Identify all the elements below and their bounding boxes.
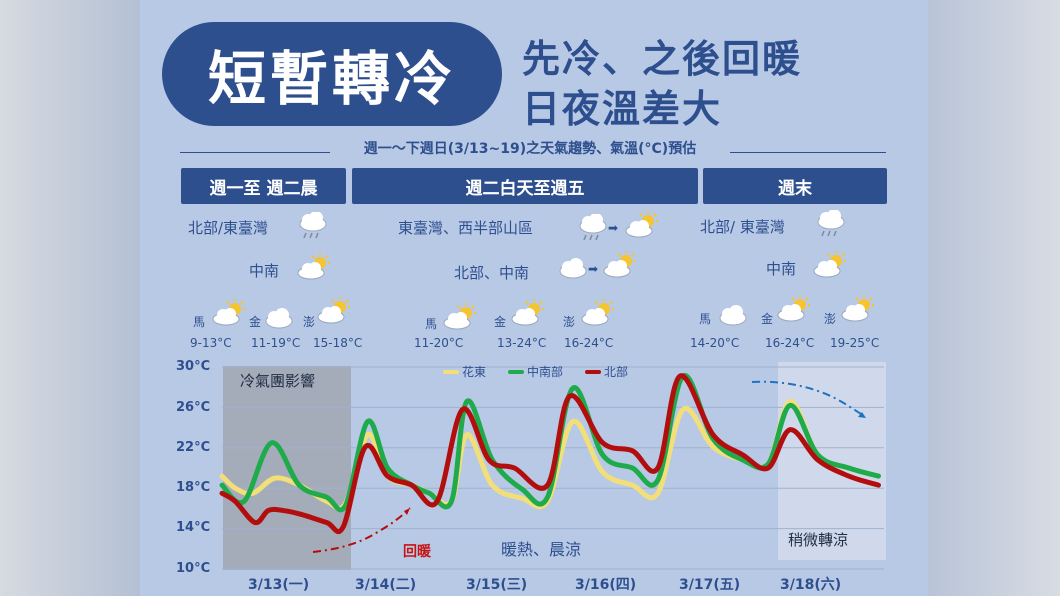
temp-range: 14-20°C [690, 336, 740, 350]
cool-trend-arrowhead [858, 412, 866, 418]
y-tick-label: 18°C [176, 480, 211, 495]
x-tick-label: 3/18(六) [780, 577, 842, 593]
city-label: 金 [761, 312, 774, 326]
cool-annotation: 稍微轉涼 [788, 531, 849, 549]
warm-trend-arrow [312, 507, 411, 553]
arrow-right-icon: ➡ [588, 262, 599, 276]
temp-range: 13-24°C [497, 336, 547, 350]
title-pill: 短暫轉冷 [162, 22, 502, 126]
subtitle-line-2: 日夜溫差大 [522, 87, 723, 131]
legend-item: 北部 [585, 363, 628, 380]
region-label: 北部/ 東臺灣 [700, 218, 785, 236]
legend-item: 中南部 [508, 363, 563, 380]
y-tick-label: 10°C [176, 561, 211, 576]
temp-range: 19-25°C [830, 336, 880, 350]
city-label: 金 [494, 315, 507, 329]
period-header-2: 週二白天至週五 [352, 168, 698, 204]
region-label: 中南 [766, 260, 797, 278]
x-tick-label: 3/13(一) [248, 577, 310, 593]
period-header-1: 週一至 週二晨 [181, 168, 346, 204]
temp-range: 11-20°C [414, 336, 464, 350]
subtitle-line-1: 先冷、之後回暖 [522, 37, 803, 81]
temp-range: 16-24°C [564, 336, 614, 350]
y-tick-label: 22°C [176, 440, 211, 455]
region-label: 北部/東臺灣 [188, 219, 269, 237]
series-line-北部 [219, 373, 881, 535]
y-tick-label: 14°C [176, 520, 211, 535]
period-header-3: 週末 [703, 168, 887, 204]
date-range: 週一～下週日(3/13~19)之天氣趨勢、氣溫(°C)預估 [363, 141, 697, 157]
cool-trend-arrow [751, 380, 865, 417]
divider-right [730, 152, 886, 153]
y-tick-label: 26°C [176, 400, 211, 415]
x-tick-label: 3/15(三) [466, 577, 528, 593]
x-tick-label: 3/17(五) [679, 577, 741, 593]
city-label: 馬 [193, 315, 206, 329]
left-margin [0, 0, 140, 596]
region-label: 北部、中南 [454, 264, 530, 282]
arrow-right-icon: ➡ [608, 221, 619, 235]
region-label: 中南 [249, 262, 280, 280]
legend-item: 花東 [443, 363, 486, 380]
temp-range: 9-13°C [190, 336, 232, 350]
city-label: 澎 [563, 315, 576, 329]
warm-trend-arrowhead [404, 508, 410, 515]
warm-back-annotation: 回暖 [403, 544, 431, 560]
x-tick-label: 3/14(二) [355, 577, 417, 593]
x-tick-label: 3/16(四) [575, 577, 637, 593]
city-label: 馬 [425, 317, 438, 331]
cold-annotation: 冷氣團影響 [240, 372, 316, 390]
temp-range: 15-18°C [313, 336, 363, 350]
city-label: 金 [249, 315, 262, 329]
warm-annotation: 暖熱、晨涼 [501, 540, 582, 559]
right-margin [928, 0, 1060, 596]
region-label: 東臺灣、西半部山區 [398, 219, 534, 237]
temp-range: 11-19°C [251, 336, 301, 350]
divider-left [180, 152, 330, 153]
city-label: 澎 [303, 315, 316, 329]
city-label: 澎 [824, 312, 837, 326]
temp-range: 16-24°C [765, 336, 815, 350]
city-label: 馬 [699, 312, 712, 326]
cool-period-shade [778, 362, 886, 560]
y-tick-label: 30°C [176, 359, 211, 374]
